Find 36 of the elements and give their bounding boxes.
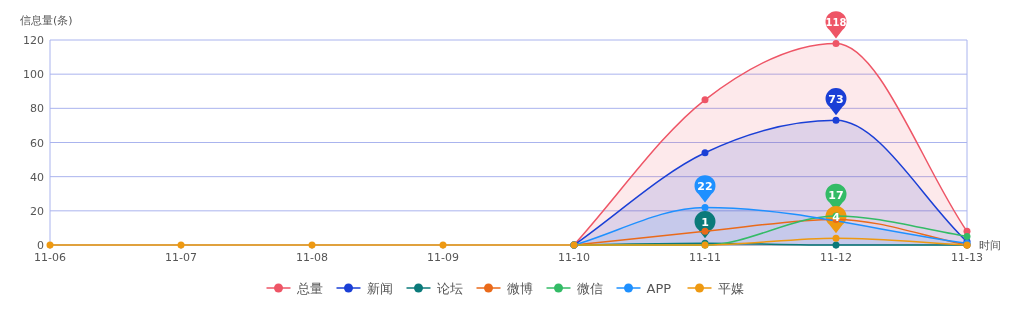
legend-label: 总量 [295,281,323,296]
y-tick-label: 60 [30,136,44,150]
point [701,96,709,104]
x-tick-label: 11-10 [558,251,590,264]
legend-label: APP [646,281,672,296]
legend-label: 微信 [576,281,603,296]
point [832,116,840,124]
y-tick-label: 0 [37,239,44,252]
x-tick-label: 11-09 [427,251,459,264]
x-tick-label: 11-06 [34,251,66,264]
point [832,39,840,47]
y-tick-label: 80 [30,102,44,116]
legend-label: 微博 [506,281,533,296]
y-tick-label: 120 [23,34,44,47]
point [701,203,709,211]
y-tick-label: 100 [23,68,44,82]
x-tick-label: 11-12 [820,251,852,264]
x-tick-label: 11-11 [689,251,721,264]
annotation: 118 [825,17,847,29]
x-tick-label: 11-07 [165,251,197,264]
point [963,232,971,240]
legend-label: 论坛 [436,281,463,296]
annotation: 17 [828,188,844,202]
y-tick-label: 20 [30,204,44,218]
annotation: 1 [701,216,709,230]
annotation: 22 [697,180,713,194]
point [701,149,709,157]
legend-label: 平媒 [717,281,744,296]
x-axis-title: 时间 [979,239,1001,252]
x-tick-label: 11-13 [951,251,983,264]
annotation: 73 [828,93,844,107]
y-tick-label: 40 [30,170,44,184]
point [832,234,840,242]
legend-label: 新闻 [366,281,393,296]
x-tick-label: 11-08 [296,251,328,264]
y-axis-title: 信息量(条) [20,14,73,27]
